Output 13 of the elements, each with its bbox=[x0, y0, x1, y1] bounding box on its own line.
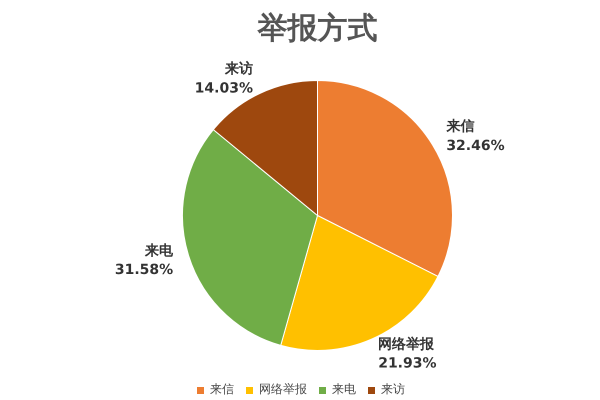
data-label: 14.03% bbox=[194, 80, 253, 96]
slice-label: 来访 bbox=[224, 60, 253, 78]
legend-label: 来访 bbox=[381, 381, 405, 398]
chart-title: 举报方式 bbox=[256, 11, 378, 46]
data-label: 31.58% bbox=[114, 262, 174, 278]
data-label: 21.93% bbox=[378, 356, 437, 372]
data-label: 32.46% bbox=[446, 138, 505, 154]
slice-label: 来电 bbox=[144, 242, 174, 259]
legend-label: 网络举报 bbox=[259, 381, 307, 398]
slice-label: 来信 bbox=[445, 118, 474, 135]
legend-label: 来电 bbox=[332, 381, 356, 398]
legend-label: 来信 bbox=[210, 381, 234, 398]
slice-label: 网络举报 bbox=[378, 335, 436, 352]
